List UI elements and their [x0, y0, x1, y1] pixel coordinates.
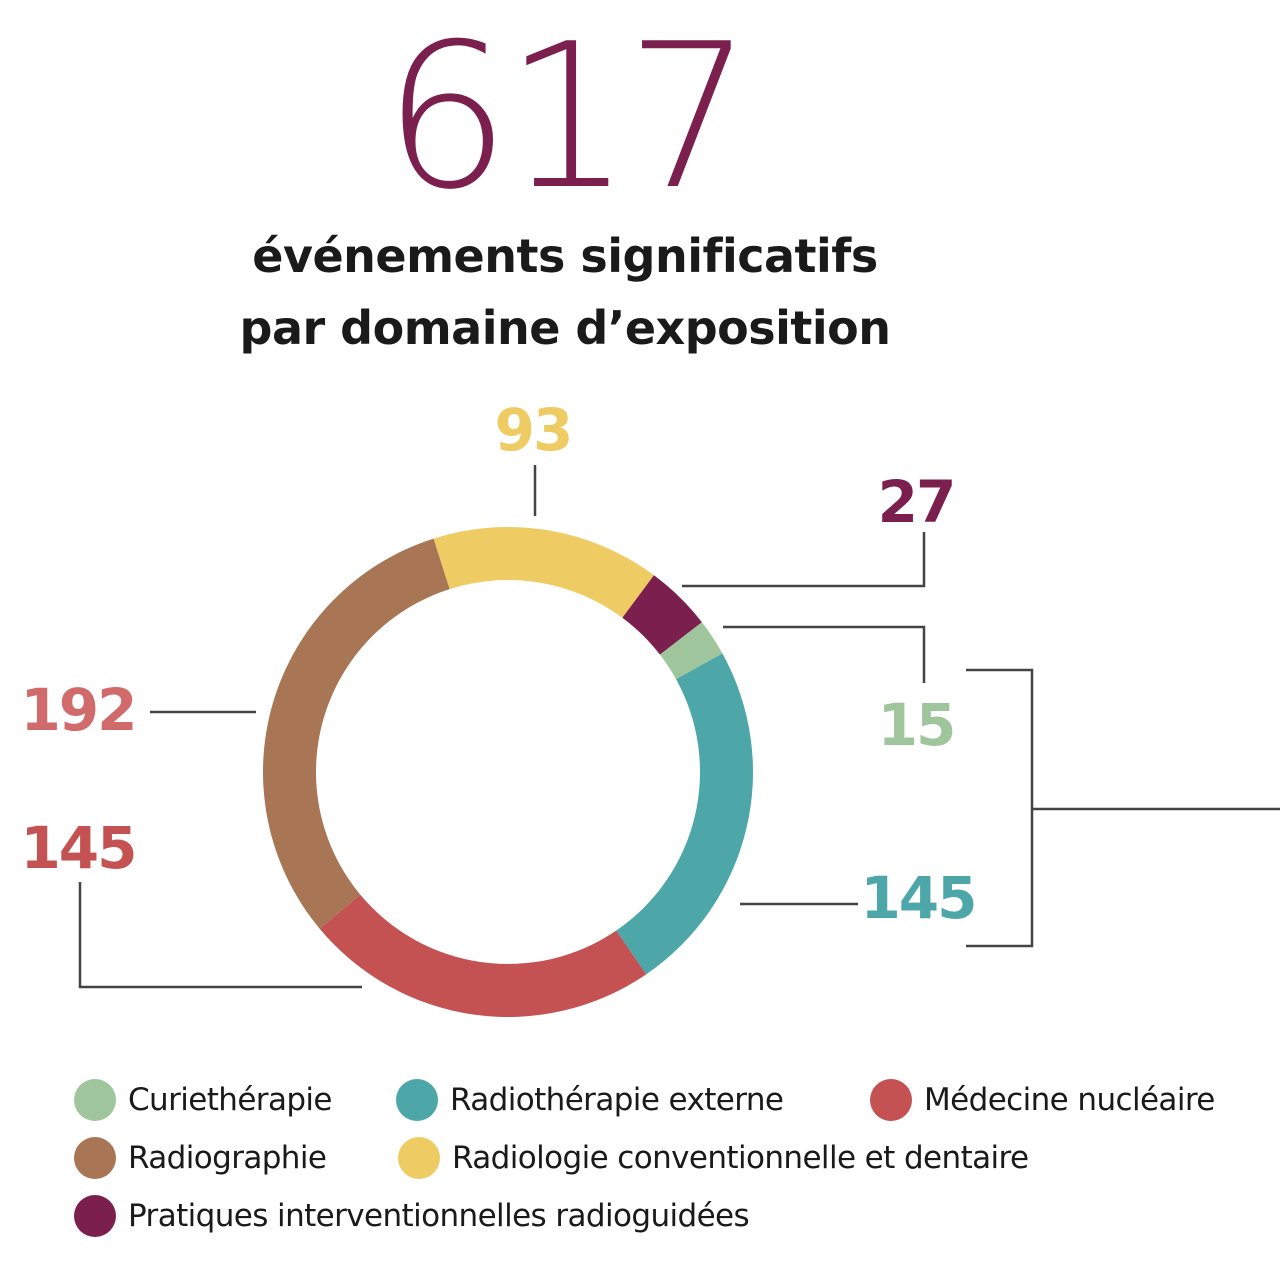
donut-segment	[616, 653, 753, 975]
swatch-icon	[398, 1137, 440, 1179]
donut-segment	[263, 538, 450, 929]
subtitle-line-1: événements significatifs	[252, 229, 878, 283]
legend-item-medecine: Médecine nucléaire	[870, 1072, 1215, 1128]
leader-line-27	[682, 532, 926, 588]
swatch-icon	[396, 1079, 438, 1121]
value-label-medecine: 145	[20, 814, 135, 882]
legend-label: Curiethérapie	[128, 1082, 333, 1118]
value-label-pratiques: 27	[878, 468, 955, 536]
donut-ring	[263, 526, 753, 1017]
subtitle-line-2: par domaine d’exposition	[239, 301, 891, 355]
leader-lines	[78, 465, 1280, 989]
legend-label: Médecine nucléaire	[924, 1082, 1215, 1118]
donut-segment	[433, 526, 654, 618]
total-count: 617	[383, 1, 753, 234]
legend-item-radiotherapie: Radiothérapie externe	[396, 1072, 784, 1128]
donut-segment	[622, 575, 702, 655]
legend-label: Radiothérapie externe	[450, 1082, 784, 1118]
leader-line-15	[723, 625, 926, 683]
legend-label: Pratiques interventionnelles radioguidée…	[128, 1198, 750, 1234]
legend-item-radiologie: Radiologie conventionnelle et dentaire	[398, 1130, 1029, 1186]
legend-label: Radiographie	[128, 1140, 327, 1176]
donut-segment	[659, 622, 723, 680]
legend-item-pratiques: Pratiques interventionnelles radioguidée…	[74, 1188, 750, 1244]
swatch-icon	[74, 1195, 116, 1237]
value-label-radiologie: 93	[495, 396, 572, 464]
legend-label: Radiologie conventionnelle et dentaire	[452, 1140, 1029, 1176]
swatch-icon	[74, 1079, 116, 1121]
bracket	[966, 668, 1034, 948]
leader-line-145-red	[78, 882, 362, 989]
value-label-curietherapie: 15	[878, 691, 955, 759]
swatch-icon	[74, 1137, 116, 1179]
value-label-radiographie: 192	[20, 676, 135, 744]
value-label-radiotherapie: 145	[860, 864, 975, 932]
donut-segment	[319, 894, 647, 1017]
legend-item-radiographie: Radiographie	[74, 1130, 327, 1186]
legend-item-curietherapie: Curiethérapie	[74, 1072, 333, 1128]
swatch-icon	[870, 1079, 912, 1121]
